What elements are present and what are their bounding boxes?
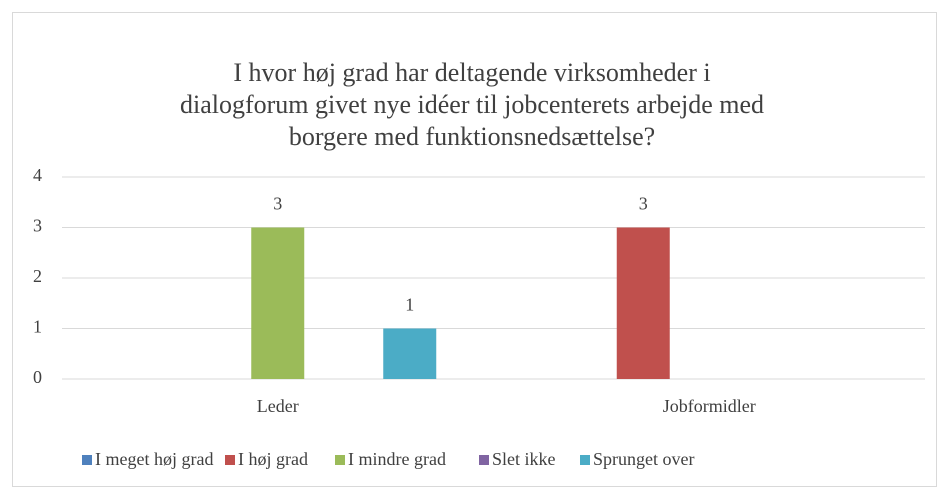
legend-swatch [225, 455, 235, 465]
y-tick-label: 4 [33, 165, 42, 185]
legend-swatch [580, 455, 590, 465]
data-label: 3 [273, 194, 282, 214]
data-label: 3 [639, 194, 648, 214]
bar [383, 328, 437, 379]
chart-title: borgere med funktionsnedsættelse? [289, 122, 655, 151]
legend-swatch [479, 455, 489, 465]
bar [251, 227, 305, 379]
bar [616, 227, 670, 379]
chart-title: dialogforum givet nye idéer til jobcente… [180, 90, 764, 119]
legend-label: I meget høj grad [95, 449, 213, 469]
legend-label: Sprunget over [593, 449, 694, 469]
y-tick-label: 0 [33, 367, 42, 387]
x-tick-label: Jobformidler [663, 396, 756, 416]
legend-label: Slet ikke [492, 449, 556, 469]
data-label: 1 [405, 295, 414, 315]
legend-label: I mindre grad [348, 449, 446, 469]
legend-label: I høj grad [238, 449, 308, 469]
chart-title: I hvor høj grad har deltagende virksomhe… [233, 58, 710, 87]
chart-border [12, 12, 937, 487]
x-tick-label: Leder [257, 396, 299, 416]
legend-swatch [335, 455, 345, 465]
y-tick-label: 3 [33, 216, 42, 236]
y-tick-label: 1 [33, 317, 42, 337]
y-tick-label: 2 [33, 266, 42, 286]
legend-swatch [82, 455, 92, 465]
